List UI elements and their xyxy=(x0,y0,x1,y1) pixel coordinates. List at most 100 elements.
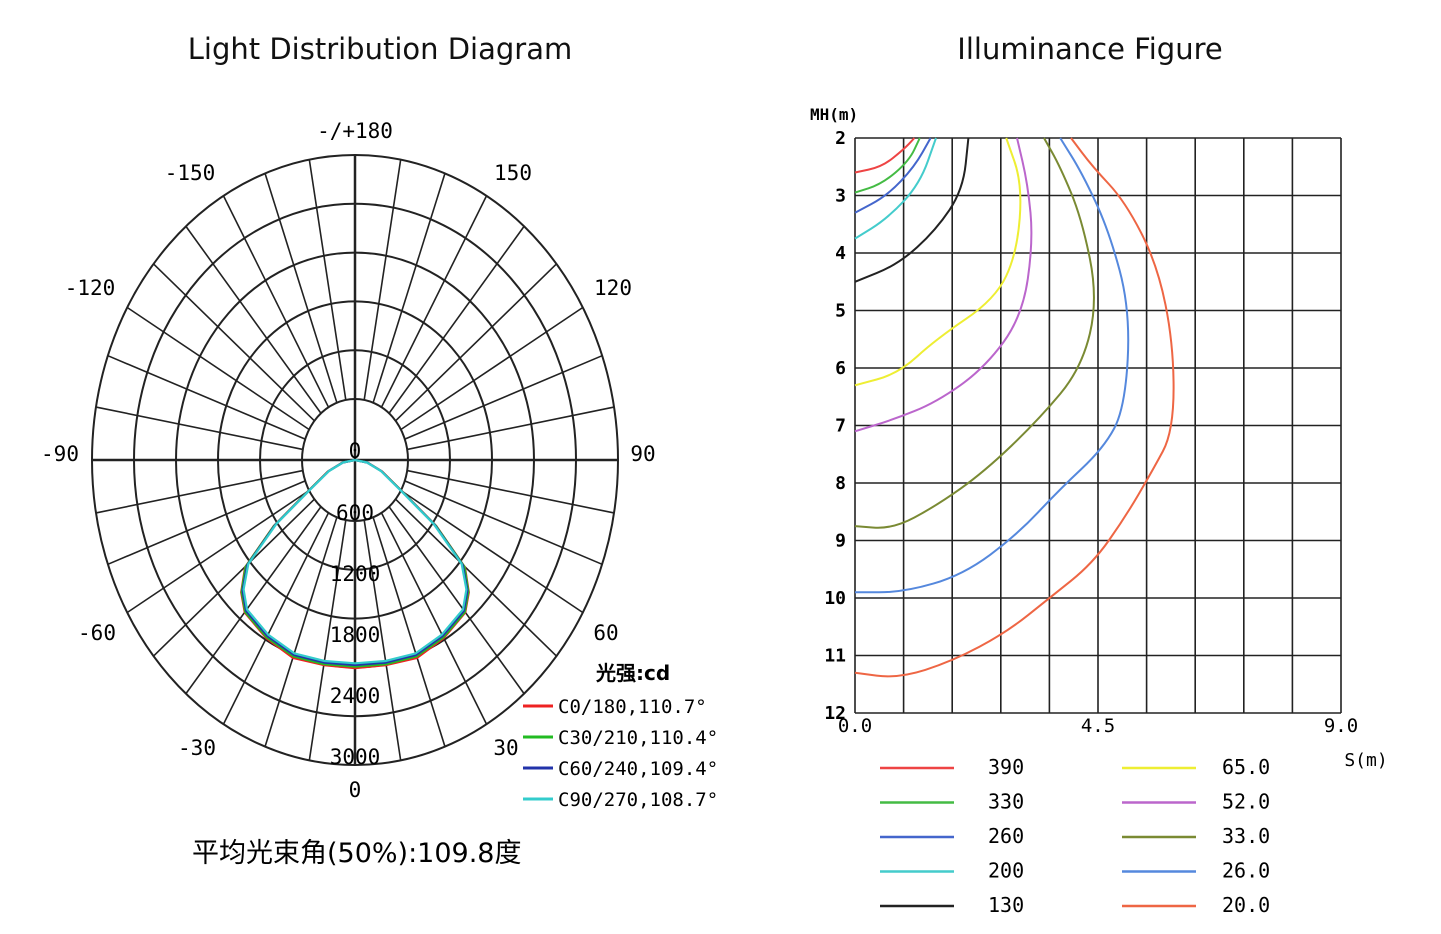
polar-curves xyxy=(240,458,470,670)
polar-spoke xyxy=(400,306,584,431)
polar-spoke xyxy=(372,173,446,403)
polar-spoke xyxy=(264,173,338,403)
isolux-y-tick-label: 5 xyxy=(835,301,846,322)
polar-spoke xyxy=(264,517,338,747)
radial-label-1200: 1200 xyxy=(330,562,381,586)
polar-spoke xyxy=(308,159,347,401)
isolux-y-tick-label: 7 xyxy=(835,416,846,437)
isolux-x-tick-label: 9.0 xyxy=(1324,715,1358,737)
isolux-y-tick-label: 10 xyxy=(824,588,846,609)
isolux-series-line xyxy=(854,137,937,240)
isolux-y-tick-label: 11 xyxy=(824,646,846,667)
polar-spoke xyxy=(404,354,603,440)
polar-spoke xyxy=(222,512,330,725)
isolux-series-line xyxy=(854,137,1022,387)
polar-legend-label: C0/180,110.7° xyxy=(558,696,707,718)
isolux-series-line xyxy=(854,137,970,283)
angle-label-minus60: -60 xyxy=(78,621,116,645)
isolux-legend-label: 26.0 xyxy=(1222,859,1270,883)
radial-label-1800: 1800 xyxy=(330,623,381,647)
isolux-y-axis-label: MH(m) xyxy=(810,105,858,124)
isolux-series-line xyxy=(854,137,1095,529)
angle-label-minus90: -90 xyxy=(41,442,79,466)
polar-spoke xyxy=(107,480,306,566)
polar-spoke xyxy=(407,469,615,514)
polar-spoke xyxy=(308,519,347,761)
polar-spoke xyxy=(185,506,322,695)
polar-spoke xyxy=(400,489,584,614)
isolux-series-line xyxy=(854,137,921,194)
polar-spoke xyxy=(395,263,558,422)
angle-label-minus30: -30 xyxy=(178,736,216,760)
polar-spoke xyxy=(95,406,303,451)
polar-spoke xyxy=(380,512,488,725)
polar-spoke xyxy=(95,469,303,514)
isolux-y-tick-label: 8 xyxy=(835,473,846,494)
polar-spoke xyxy=(107,354,306,440)
isolux-y-ticks: 2 3 4 5 6 7 8 9 10 11 12 xyxy=(824,128,846,724)
angle-label-90: 90 xyxy=(630,442,655,466)
angle-label-minus150: -150 xyxy=(165,161,216,185)
angle-label-180: -/+180 xyxy=(317,119,393,143)
isolux-x-axis-label: S(m) xyxy=(1344,750,1387,771)
angle-label-30: 30 xyxy=(493,736,518,760)
polar-spoke xyxy=(372,517,446,747)
isolux-legend-label: 130 xyxy=(988,893,1024,917)
polar-spoke xyxy=(388,225,525,414)
angle-label-0: 0 xyxy=(349,778,362,802)
isolux-series-line xyxy=(855,137,1130,594)
isolux-y-tick-label: 4 xyxy=(835,243,846,264)
isolux-x-tick-label: 0.0 xyxy=(838,715,872,737)
isolux-y-tick-label: 12 xyxy=(824,703,846,724)
isolux-chart-title: Illuminance Figure xyxy=(957,32,1223,66)
isolux-legend-label: 65.0 xyxy=(1222,755,1270,779)
radial-label-600: 600 xyxy=(336,501,374,525)
isolux-y-tick-label: 3 xyxy=(835,186,846,207)
polar-spoke xyxy=(363,159,402,401)
angle-label-150: 150 xyxy=(494,161,532,185)
isolux-x-tick-label: 4.5 xyxy=(1081,715,1115,737)
polar-spoke xyxy=(152,263,315,422)
beam-angle-footer: 平均光束角(50%):109.8度 xyxy=(192,838,521,869)
isolux-y-tick-label: 9 xyxy=(835,531,846,552)
polar-spoke xyxy=(380,195,488,408)
isolux-series-line xyxy=(854,137,1033,433)
polar-legend: C0/180,110.7° C30/210,110.4° C60/240,109.4… xyxy=(523,696,718,811)
angle-label-120: 120 xyxy=(594,276,632,300)
polar-spoke xyxy=(222,195,330,408)
isolux-legend-label: 20.0 xyxy=(1222,893,1270,917)
isolux-x-ticks: 0.0 4.5 9.0 xyxy=(838,715,1358,737)
polar-spoke xyxy=(388,506,525,695)
angle-label-minus120: -120 xyxy=(65,276,116,300)
polar-spoke xyxy=(395,498,558,657)
isolux-legend-label: 260 xyxy=(988,824,1024,848)
polar-legend-label: C60/240,109.4° xyxy=(558,758,718,780)
isolux-legend-label: 200 xyxy=(988,859,1024,883)
isolux-legend-label: 52.0 xyxy=(1222,790,1270,814)
radial-label-3000: 3000 xyxy=(330,745,381,769)
radial-label-0: 0 xyxy=(349,439,362,463)
polar-spoke xyxy=(404,480,603,566)
polar-spoke xyxy=(185,225,322,414)
isolux-legend-label: 330 xyxy=(988,790,1024,814)
polar-spoke xyxy=(363,519,402,761)
isolux-grid xyxy=(854,137,1342,714)
polar-legend-label: C30/210,110.4° xyxy=(558,727,718,749)
polar-spoke xyxy=(407,406,615,451)
isolux-curves xyxy=(854,137,1175,678)
polar-series-line xyxy=(242,458,468,665)
polar-legend-label: C90/270,108.7° xyxy=(558,789,718,811)
angle-label-60: 60 xyxy=(593,621,618,645)
polar-spoke xyxy=(152,498,315,657)
polar-chart-title: Light Distribution Diagram xyxy=(187,32,573,66)
isolux-series-line xyxy=(854,137,916,174)
isolux-legend: 390 330 260 200 130 65.0 52.0 33.0 26.0 20.0 xyxy=(880,755,1270,917)
polar-unit-label: 光强:cd xyxy=(595,661,670,685)
isolux-y-tick-label: 2 xyxy=(835,128,846,149)
radial-label-2400: 2400 xyxy=(330,684,381,708)
isolux-y-tick-label: 6 xyxy=(835,358,846,379)
isolux-legend-label: 390 xyxy=(988,755,1024,779)
polar-spoke xyxy=(126,306,310,431)
isolux-series-line xyxy=(854,137,932,214)
